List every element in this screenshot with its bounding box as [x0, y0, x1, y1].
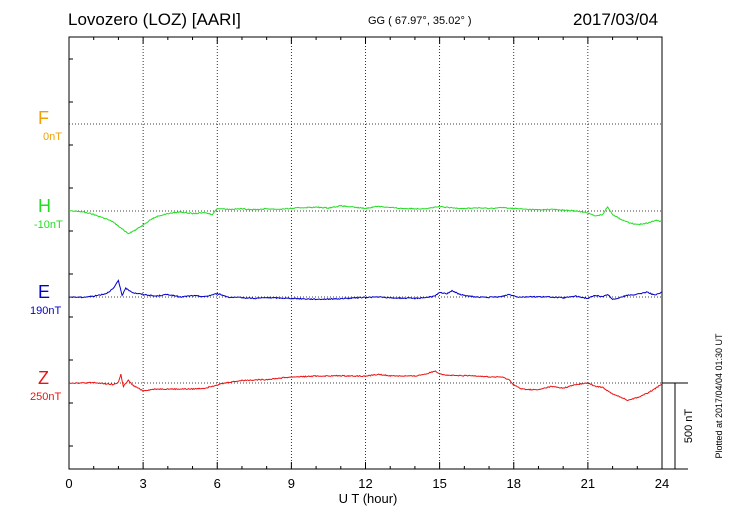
x-axis-label: U T (hour)	[339, 491, 398, 506]
x-tick-label-3: 3	[140, 476, 147, 491]
series-label-f: F	[38, 108, 49, 128]
date-label: 2017/03/04	[573, 10, 659, 29]
axis-ticks: 0 3 6 9 12 15 18 21 24	[65, 37, 669, 491]
plotted-note: Plotted at 2017/04/04 01:30 UT	[714, 333, 724, 459]
offset-label-h: -10nT	[34, 219, 63, 231]
offset-label-e: 190nT	[30, 305, 62, 317]
coordinates-label: GG ( 67.97°, 35.02° )	[368, 15, 472, 27]
x-tick-label-15: 15	[432, 476, 446, 491]
series-line-h	[68, 204, 663, 235]
scale-label: 500 nT	[683, 409, 695, 444]
series-lines	[68, 204, 663, 402]
x-tick-label-24: 24	[655, 476, 669, 491]
offset-label-z: 250nT	[30, 391, 62, 403]
series-line-e	[68, 279, 663, 301]
x-tick-label-0: 0	[65, 476, 72, 491]
series-line-z	[68, 370, 663, 402]
series-label-e: E	[38, 282, 51, 302]
x-tick-label-21: 21	[581, 476, 595, 491]
scale-bar: 500 nT	[662, 382, 695, 470]
series-label-h: H	[38, 196, 51, 216]
grid-lines	[69, 37, 662, 469]
station-title: Lovozero (LOZ) [AARI]	[68, 10, 241, 29]
x-tick-label-9: 9	[288, 476, 295, 491]
offset-label-f: 0nT	[43, 131, 62, 143]
x-tick-label-6: 6	[214, 476, 221, 491]
x-tick-label-18: 18	[507, 476, 521, 491]
series-label-z: Z	[38, 368, 49, 388]
x-tick-label-12: 12	[358, 476, 372, 491]
